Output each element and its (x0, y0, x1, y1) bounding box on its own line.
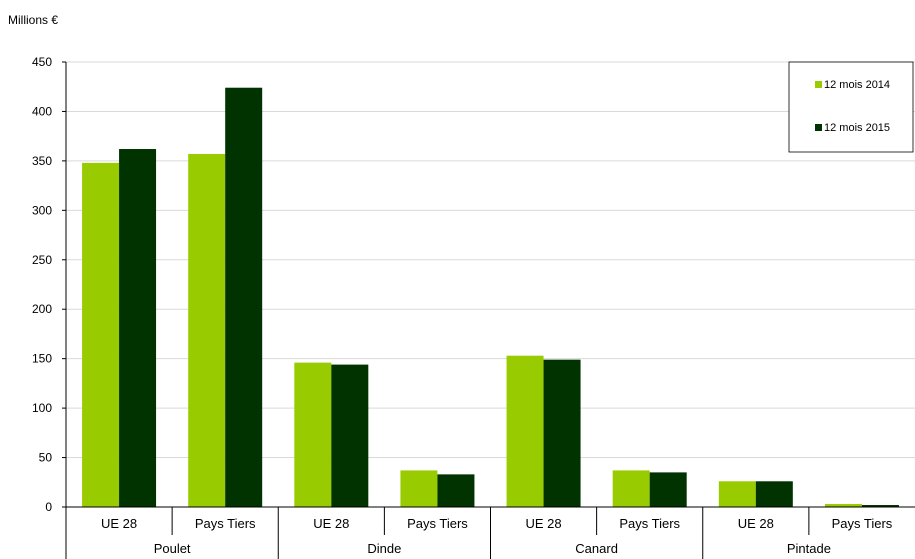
x-tick-label: UE 28 (738, 516, 774, 531)
bar-2014 (718, 481, 756, 507)
y-tick-labels: 0 50 100 150 200 250 300 350 400 450 (32, 55, 52, 514)
x-tick-labels: UE 28 Pays Tiers UE 28 Pays Tiers UE 28 Pays … (101, 516, 893, 556)
axes (62, 61, 915, 559)
group-label: Poulet (154, 541, 191, 556)
legend-swatch-2014 (815, 81, 822, 88)
bar-2014 (506, 355, 544, 507)
y-tick-label: 100 (32, 401, 52, 415)
legend-swatch-2015 (815, 124, 822, 131)
x-tick-label: Pays Tiers (619, 516, 680, 531)
x-tick-label: UE 28 (313, 516, 349, 531)
bar-2014 (294, 362, 332, 507)
y-tick-label: 50 (39, 451, 53, 465)
y-tick-label: 300 (32, 203, 52, 217)
bar-2015 (331, 364, 369, 507)
bar-2015 (437, 474, 475, 507)
bar-2015 (543, 359, 581, 507)
bar-2014 (824, 504, 862, 507)
bar-2015 (119, 149, 157, 507)
y-tick-label: 400 (32, 104, 52, 118)
legend-box (788, 61, 914, 153)
x-tick-label: Pays Tiers (195, 516, 256, 531)
y-axis-label: Millions € (8, 13, 58, 27)
legend: 12 mois 2014 12 mois 2015 (788, 61, 914, 153)
y-tick-label: 150 (32, 352, 52, 366)
bar-2015 (225, 87, 263, 507)
bar-2014 (612, 470, 650, 507)
group-label: Canard (575, 541, 618, 556)
bar-2015 (649, 472, 687, 507)
bar-2014 (400, 470, 438, 507)
x-tick-label: UE 28 (525, 516, 561, 531)
bar-2014 (188, 153, 226, 507)
bar-2014 (82, 162, 120, 507)
bar-2015 (755, 481, 793, 507)
y-tick-label: 250 (32, 253, 52, 267)
y-tick-label: 0 (45, 500, 52, 514)
x-tick-label: UE 28 (101, 516, 137, 531)
bars (82, 87, 899, 507)
group-label: Pintade (787, 541, 831, 556)
x-tick-label: Pays Tiers (832, 516, 893, 531)
y-tick-label: 450 (32, 55, 52, 69)
x-tick-label: Pays Tiers (407, 516, 468, 531)
y-tick-label: 350 (32, 154, 52, 168)
y-tick-label: 200 (32, 302, 52, 316)
legend-label-2015: 12 mois 2015 (824, 122, 890, 134)
group-label: Dinde (367, 541, 401, 556)
bar-2015 (861, 505, 899, 507)
legend-label-2014: 12 mois 2014 (824, 79, 890, 91)
